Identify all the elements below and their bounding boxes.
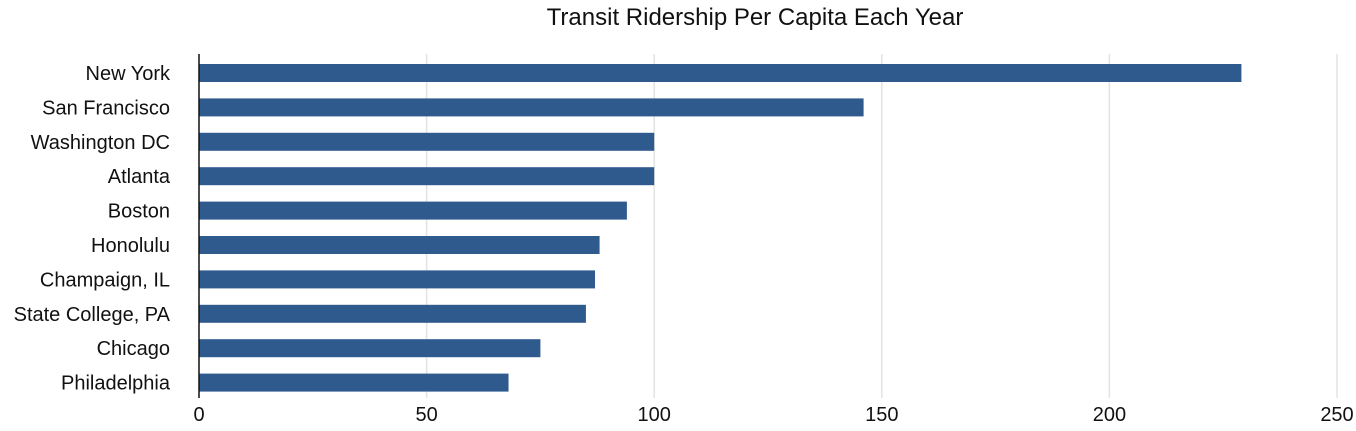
category-label: Boston: [108, 201, 170, 223]
chart-title: Transit Ridership Per Capita Each Year: [547, 4, 964, 31]
x-tick-label: 50: [415, 404, 437, 426]
bar: [199, 64, 1242, 82]
x-tick-label: 150: [865, 404, 898, 426]
category-label: San Francisco: [42, 97, 170, 119]
bar: [199, 132, 655, 151]
bar: [199, 98, 864, 117]
bar: [199, 304, 586, 323]
x-tick-label: 250: [1320, 404, 1353, 426]
category-label: Washington DC: [31, 132, 170, 154]
category-label: Atlanta: [108, 166, 171, 188]
x-tick-label: 100: [638, 404, 671, 426]
bar: [199, 236, 600, 254]
bar: [199, 339, 541, 358]
category-label-layer: New York San Francisco Washington DC Atlant…: [14, 63, 171, 395]
category-label: Champaign, IL: [40, 269, 170, 291]
bar: [199, 270, 596, 289]
category-label: Honolulu: [91, 235, 170, 257]
bar: [199, 373, 509, 392]
category-label: Chicago: [97, 338, 170, 360]
bar-layer: [199, 64, 1242, 392]
category-label: New York: [86, 63, 171, 85]
bar: [199, 167, 655, 186]
category-label: State College, PA: [14, 304, 171, 326]
bar: [199, 201, 627, 220]
category-label: Philadelphia: [61, 373, 171, 395]
x-tick-label: 200: [1093, 404, 1126, 426]
x-tick-label: 0: [193, 404, 204, 426]
tick-label-layer: 0 50 100 150 200 250: [193, 404, 1353, 426]
